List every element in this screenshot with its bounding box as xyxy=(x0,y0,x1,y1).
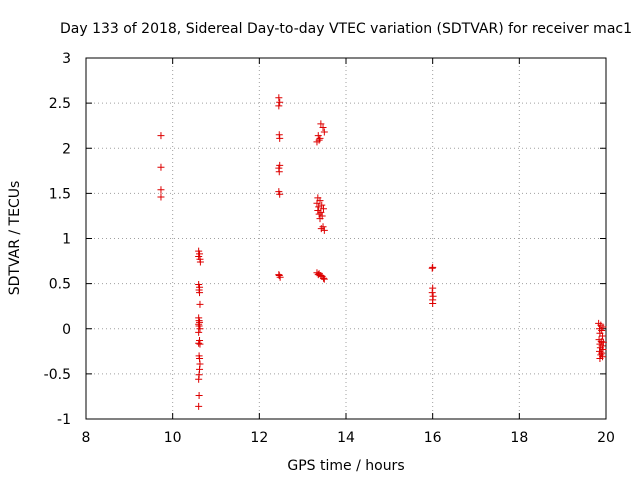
data-point xyxy=(275,168,283,176)
data-point xyxy=(315,203,323,211)
data-point xyxy=(196,289,204,297)
data-point xyxy=(275,272,283,280)
y-tick-label: 1 xyxy=(62,232,71,248)
data-point xyxy=(598,349,606,357)
data-point xyxy=(319,205,327,213)
chart-title: Day 133 of 2018, Sidereal Day-to-day VTE… xyxy=(60,21,632,37)
x-tick-label: 20 xyxy=(597,430,615,446)
y-tick-label: 0 xyxy=(62,322,71,338)
data-point xyxy=(598,342,606,350)
data-point xyxy=(157,193,165,201)
data-point xyxy=(195,339,203,347)
data-point xyxy=(428,289,436,297)
data-point xyxy=(157,132,165,140)
data-point xyxy=(276,98,284,106)
data-point xyxy=(196,340,204,348)
data-point xyxy=(317,208,325,216)
data-point xyxy=(195,375,203,383)
data-point xyxy=(596,355,604,363)
y-tick-label: -1 xyxy=(57,412,71,428)
data-point xyxy=(313,199,321,207)
data-point xyxy=(320,128,328,136)
data-point xyxy=(429,299,437,307)
data-point xyxy=(599,338,607,346)
y-tick-label: 2.5 xyxy=(49,96,71,112)
data-points xyxy=(157,94,607,410)
data-point xyxy=(276,190,284,198)
y-tick-label: -0.5 xyxy=(44,367,71,383)
data-point xyxy=(317,120,325,128)
y-tick-label: 1.5 xyxy=(49,186,71,202)
data-point xyxy=(599,323,607,331)
axis-ticks xyxy=(85,57,607,420)
y-tick-label: 3 xyxy=(62,51,71,67)
data-point xyxy=(195,392,203,400)
data-point xyxy=(315,136,323,144)
x-tick-label: 18 xyxy=(510,430,528,446)
data-point xyxy=(318,201,326,209)
data-point xyxy=(319,223,327,231)
data-point xyxy=(195,328,203,336)
x-tick-label: 10 xyxy=(164,430,182,446)
data-point xyxy=(196,258,204,266)
data-point xyxy=(320,275,328,283)
data-point xyxy=(196,325,204,333)
data-point xyxy=(275,102,283,110)
data-point xyxy=(599,332,607,340)
data-point xyxy=(195,402,203,410)
y-tick-label: 0.5 xyxy=(49,277,71,293)
data-point xyxy=(316,215,324,223)
data-point xyxy=(317,225,325,233)
data-point xyxy=(320,226,328,234)
data-point xyxy=(316,134,324,142)
data-point xyxy=(315,210,323,218)
data-point xyxy=(196,300,204,308)
data-point xyxy=(599,346,607,354)
data-point xyxy=(428,264,436,272)
x-axis-tick-labels: 8 10 12 14 16 18 20 xyxy=(82,430,615,446)
x-tick-label: 12 xyxy=(250,430,268,446)
y-tick-label: 2 xyxy=(62,141,71,157)
x-axis-label: GPS time / hours xyxy=(287,458,404,474)
data-point xyxy=(319,274,327,282)
data-point xyxy=(275,94,283,102)
data-point xyxy=(276,134,284,142)
x-tick-label: 16 xyxy=(424,430,442,446)
data-point xyxy=(597,351,605,359)
grid-lines xyxy=(86,58,606,419)
data-point xyxy=(319,123,327,131)
data-point xyxy=(314,207,322,215)
data-point xyxy=(157,186,165,194)
data-point xyxy=(157,163,165,171)
data-point xyxy=(276,273,284,281)
x-tick-label: 14 xyxy=(337,430,355,446)
x-tick-label: 8 xyxy=(82,430,91,446)
y-axis-label: SDTVAR / TECUs xyxy=(7,181,23,296)
y-axis-tick-labels: -1 -0.5 0 0.5 1 1.5 2 2.5 3 xyxy=(44,51,71,428)
